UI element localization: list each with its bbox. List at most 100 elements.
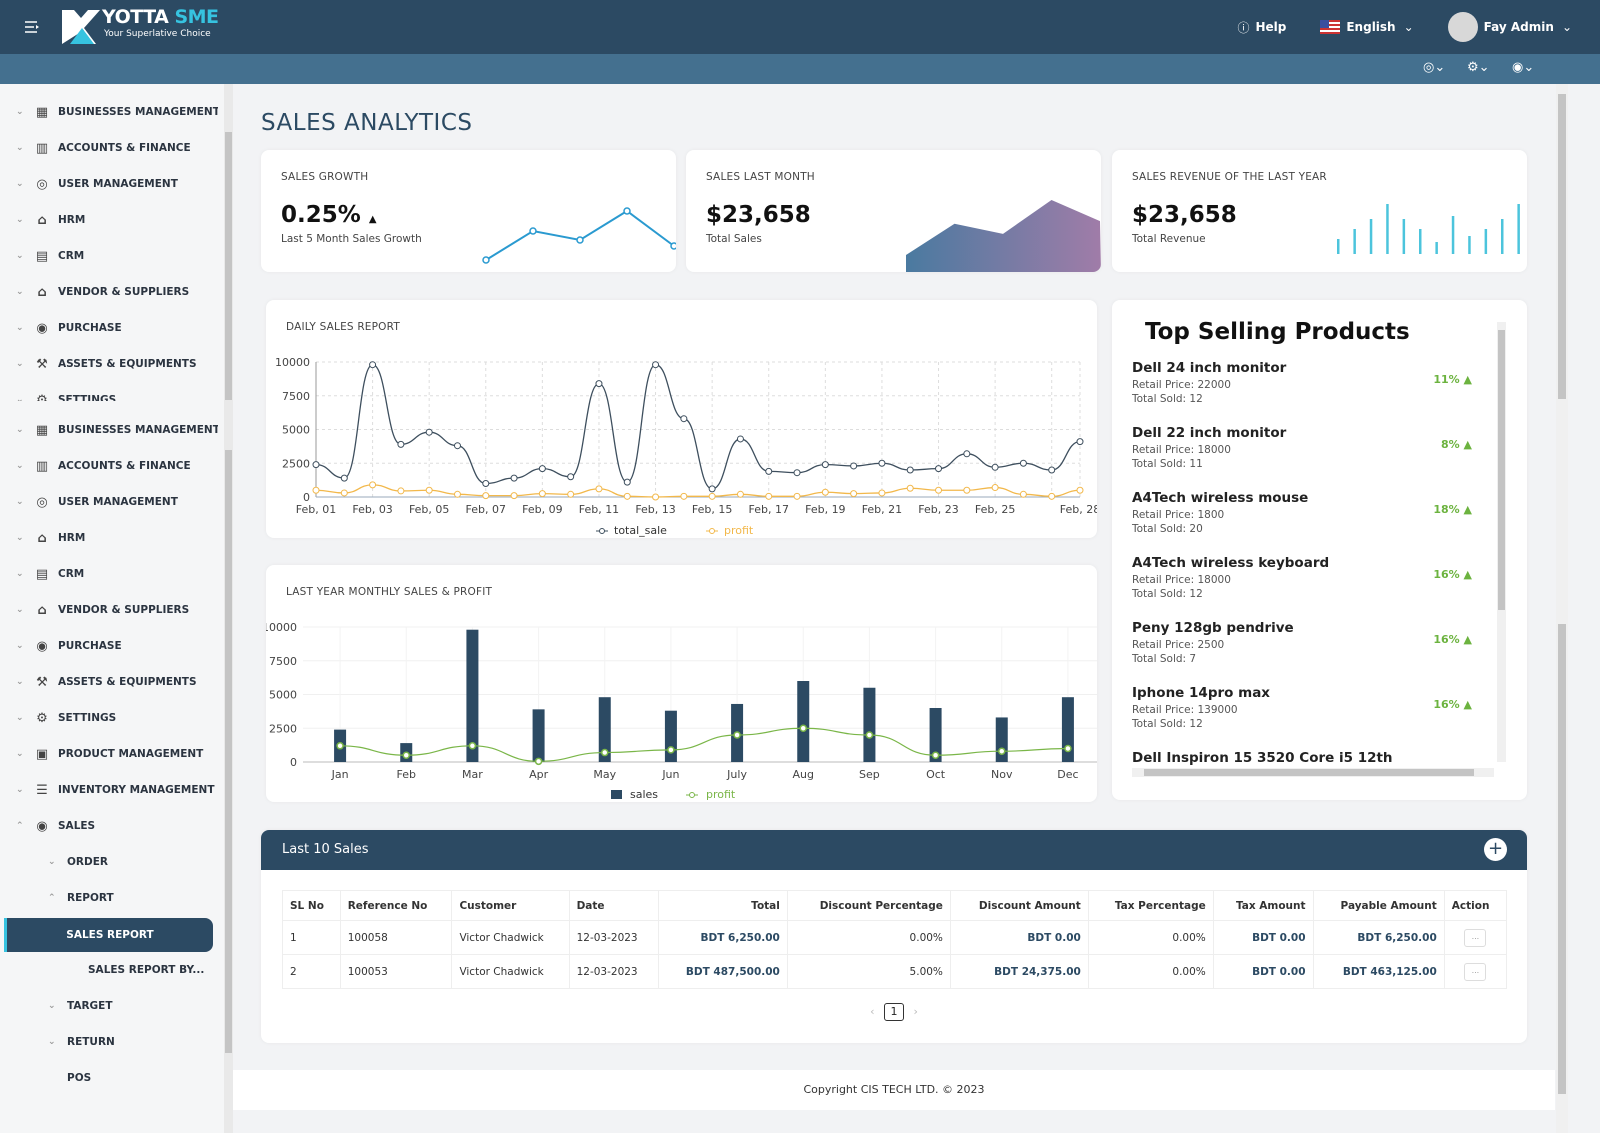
data-point-profit bbox=[652, 493, 660, 501]
settings-menu-icon[interactable]: ⚙⌄ bbox=[1467, 60, 1490, 75]
sidebar-item[interactable]: ⌄ ⌂ VENDOR & SUPPLIERS bbox=[0, 592, 224, 628]
bank-icon: ⌂ bbox=[37, 212, 47, 228]
page-scrollbar[interactable] bbox=[1556, 84, 1568, 1133]
product-item[interactable]: Iphone 14pro max Retail Price: 139000 Tota… bbox=[1132, 685, 1472, 730]
sidebar-item[interactable]: ⌄ ⚒ ASSETS & EQUIPMENTS bbox=[0, 346, 224, 382]
data-point-profit bbox=[425, 486, 433, 494]
profile-menu-icon[interactable]: ◎⌄ bbox=[1423, 60, 1446, 75]
options-menu-icon[interactable]: ◉⌄ bbox=[1512, 60, 1535, 75]
sidebar-item[interactable]: ⌄ ▣ PRODUCT MANAGEMENT bbox=[0, 736, 224, 772]
chevron-up-icon: ⌃ bbox=[16, 821, 24, 831]
product-item[interactable]: Dell Inspiron 15 3520 Core i5 12th bbox=[1132, 750, 1472, 768]
sidebar-item[interactable]: ⌄ ◉ PURCHASE bbox=[0, 628, 224, 664]
product-name: A4Tech wireless mouse bbox=[1132, 490, 1309, 506]
product-sold: Total Sold: 12 bbox=[1132, 718, 1203, 730]
data-point-total_sale bbox=[850, 462, 858, 470]
column-header: Customer bbox=[451, 890, 570, 921]
sidebar-item[interactable]: SALES REPORT BY... bbox=[0, 952, 224, 988]
list-hscrollbar[interactable] bbox=[1132, 768, 1494, 777]
product-item[interactable]: A4Tech wireless keyboard Retail Price: 18… bbox=[1132, 555, 1472, 600]
row-action-button[interactable]: ... bbox=[1464, 928, 1487, 947]
sidebar-item[interactable]: ⌄ ⚒ ASSETS & EQUIPMENTS bbox=[0, 664, 224, 700]
sidebar-item[interactable]: ⌄ ORDER bbox=[0, 844, 224, 880]
y-tick-label: 5000 bbox=[282, 424, 310, 437]
card-subtitle: Total Revenue bbox=[1132, 233, 1206, 245]
data-point-profit bbox=[482, 492, 490, 500]
data-point-total_sale bbox=[312, 461, 320, 469]
product-item[interactable]: A4Tech wireless mouse Retail Price: 1800 T… bbox=[1132, 490, 1472, 535]
add-sale-button[interactable]: + bbox=[1484, 838, 1507, 861]
sidebar-item[interactable]: ⌃ ◉ SALES bbox=[0, 808, 224, 844]
data-point-profit bbox=[736, 490, 744, 498]
sidebar-item[interactable]: ⌄ ▤ CRM bbox=[0, 238, 224, 274]
data-point-profit bbox=[567, 490, 575, 498]
sidebar-item[interactable]: ⌄ ◉ PURCHASE bbox=[0, 310, 224, 346]
data-point-profit bbox=[733, 731, 741, 739]
sidebar-item[interactable]: ⌃ REPORT bbox=[0, 880, 224, 916]
product-item[interactable]: Dell 24 inch monitor Retail Price: 22000 T… bbox=[1132, 360, 1472, 405]
sidebar-item[interactable]: ⌄ ◎ USER MANAGEMENT bbox=[0, 484, 224, 520]
sidebar-item[interactable]: ⌄ TARGET bbox=[0, 988, 224, 1024]
help-icon: ⓘ bbox=[1237, 20, 1250, 35]
product-sold: Total Sold: 12 bbox=[1132, 393, 1203, 405]
sidebar-item[interactable]: POS bbox=[0, 1060, 224, 1096]
sidebar-item[interactable]: ⌄ ⌂ HRM bbox=[0, 202, 224, 238]
sidebar-item[interactable]: ⌄ ▥ ACCOUNTS & FINANCE bbox=[0, 130, 224, 166]
sidebar-item-label: CRM bbox=[58, 250, 85, 262]
table-cell: 5.00% bbox=[786, 954, 951, 989]
x-tick-label: Feb, 28 bbox=[1060, 503, 1097, 516]
sidebar-item[interactable]: ⌄ ⚙ SETTINGS bbox=[0, 382, 224, 402]
sidebar-item[interactable]: ⌄ RETURN bbox=[0, 1024, 224, 1060]
data-point-profit bbox=[931, 751, 940, 759]
sidebar-scrollbar[interactable] bbox=[224, 84, 233, 402]
sales-icon: ◉ bbox=[36, 818, 48, 834]
chevron-down-icon: ⌄ bbox=[48, 857, 56, 867]
sidebar-item[interactable]: ⌄ ⚙ SETTINGS bbox=[0, 700, 224, 736]
avatar bbox=[1447, 12, 1478, 42]
sidebar-item[interactable]: ⌄ ▤ CRM bbox=[0, 556, 224, 592]
contact-card-icon: ▤ bbox=[35, 566, 49, 582]
user-menu[interactable]: Fay Admin ⌄ bbox=[1447, 12, 1572, 42]
data-point-total_sale bbox=[538, 465, 546, 473]
sparkline-bar bbox=[1419, 229, 1422, 254]
sparkline-point bbox=[670, 242, 676, 250]
chevron-down-icon: ⌄ bbox=[16, 251, 24, 261]
product-item[interactable]: Dell 22 inch monitor Retail Price: 18000 T… bbox=[1132, 425, 1472, 470]
series-line-profit bbox=[340, 727, 1068, 762]
brand-accent: SME bbox=[174, 6, 219, 28]
sparkline-point bbox=[529, 227, 537, 235]
row-action-button[interactable]: ... bbox=[1464, 962, 1487, 981]
sparkline-bar bbox=[1369, 219, 1373, 254]
product-item[interactable]: Peny 128gb pendrive Retail Price: 2500 Tot… bbox=[1132, 620, 1472, 665]
sidebar-item[interactable]: ⌄ ▦ BUSINESSES MANAGEMENT bbox=[0, 94, 224, 130]
sparkline-bar bbox=[1337, 239, 1340, 254]
table-cell: 0.00% bbox=[786, 920, 951, 955]
sidebar-item[interactable]: ⌄ ⌂ VENDOR & SUPPLIERS bbox=[0, 274, 224, 310]
data-point-total_sale bbox=[510, 474, 518, 482]
sidebar-item[interactable]: ⌄ ⌂ HRM bbox=[0, 520, 224, 556]
page-1-button[interactable]: 1 bbox=[884, 1003, 904, 1021]
sidebar-item[interactable]: ⌄ ▦ BUSINESSES MANAGEMENT bbox=[0, 412, 224, 448]
bar-sales bbox=[1061, 697, 1074, 762]
sidebar-item[interactable]: ⌄ ☰ INVENTORY MANAGEMENT bbox=[0, 772, 224, 808]
data-point-profit bbox=[1019, 490, 1027, 498]
legend-marker bbox=[599, 528, 605, 534]
menu-toggle-icon[interactable] bbox=[24, 20, 40, 34]
sidebar-item[interactable]: ⌄ ▥ ACCOUNTS & FINANCE bbox=[0, 448, 224, 484]
table-cell: BDT 0.00 bbox=[949, 920, 1089, 955]
sparkline-bar bbox=[1435, 242, 1438, 254]
language-select[interactable]: English ⌄ bbox=[1320, 20, 1414, 34]
sidebar-item[interactable]: ⌄ ◎ USER MANAGEMENT bbox=[0, 166, 224, 202]
prev-page-button[interactable]: ‹ bbox=[870, 1005, 875, 1018]
sidebar-item-sales-report[interactable]: SALES REPORT bbox=[4, 918, 213, 952]
data-point-total_sale bbox=[453, 442, 461, 450]
sidebar-item-label: SALES REPORT bbox=[66, 929, 154, 941]
help-link[interactable]: ⓘ Help bbox=[1237, 19, 1286, 36]
sidebar-item-label: ACCOUNTS & FINANCE bbox=[58, 460, 191, 472]
sidebar-scrollbar[interactable] bbox=[224, 402, 233, 1133]
x-tick-label: Apr bbox=[529, 768, 549, 781]
next-page-button[interactable]: › bbox=[913, 1005, 918, 1018]
user-circle-icon: ◎ bbox=[36, 494, 48, 510]
column-header: Date bbox=[568, 890, 660, 921]
list-scrollbar[interactable] bbox=[1497, 322, 1506, 762]
